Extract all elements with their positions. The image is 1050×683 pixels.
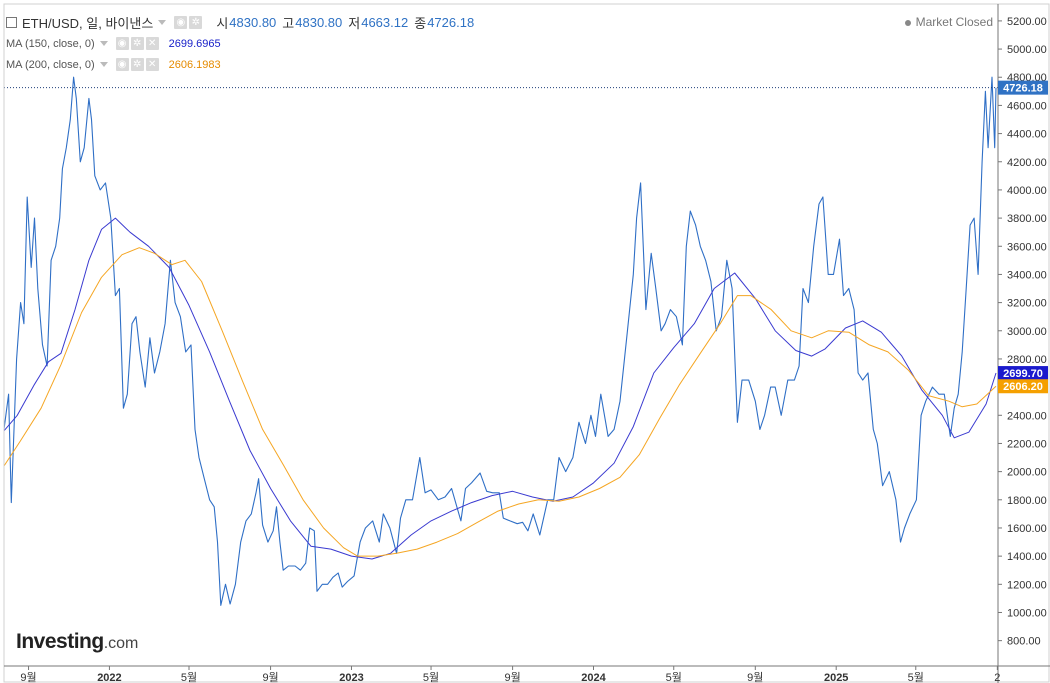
open-value: 4830.80 (229, 15, 277, 30)
ma200-label: MA (200, close, 0) (6, 58, 95, 71)
high-value: 4830.80 (295, 15, 343, 30)
y-tick-label: 5200.00 (1007, 16, 1047, 28)
ma200-line (3, 247, 997, 557)
x-tick-label: 5월 (181, 671, 197, 683)
x-tick-label: 2023 (339, 672, 363, 683)
ma200-value: 2606.1983 (168, 58, 221, 71)
y-tick-label: 2000.00 (1007, 467, 1047, 479)
plot-frame (3, 3, 1050, 683)
chevron-down-icon[interactable] (158, 20, 167, 25)
y-tick-label: 2400.00 (1007, 410, 1047, 422)
ma200-tag-box (998, 379, 1048, 394)
gear-icon[interactable]: ✲ (189, 16, 203, 29)
y-tick-label: 4200.00 (1007, 157, 1047, 169)
y-tick-label: 5000.00 (1007, 44, 1047, 56)
ma150-tag-box (998, 366, 1048, 381)
y-tick-label: 2200.00 (1007, 438, 1047, 450)
ma200-tag-label: 2606.20 (1003, 381, 1043, 393)
x-tick-label: 9월 (504, 671, 520, 683)
eye-icon[interactable]: ◉ (115, 58, 129, 71)
x-tick-label: 9월 (262, 671, 278, 683)
x-tick-label: 9월 (20, 671, 36, 683)
close-icon[interactable]: ✕ (145, 37, 159, 50)
close-value: 4726.18 (427, 15, 475, 30)
x-tick-label: 5월 (666, 671, 682, 683)
y-tick-label: 3200.00 (1007, 298, 1047, 310)
ma200-row: MA (200, close, 0) ◉ ✲ ✕ 2606.1983 (6, 54, 480, 75)
ma150-label: MA (150, close, 0) (6, 37, 95, 50)
chart-legend: ETH/USD, 일, 바이낸스 ◉ ✲ 시 4830.80 고 4830.80… (6, 12, 480, 75)
y-tick-label: 4600.00 (1007, 100, 1047, 112)
eye-icon[interactable]: ◉ (174, 16, 188, 29)
market-status-text: Market Closed (915, 15, 993, 29)
symbol-title: ETH/USD, 일, 바이낸스 (22, 16, 154, 31)
x-tick-label: 2 (994, 672, 1000, 683)
y-tick-label: 1600.00 (1007, 523, 1047, 535)
open-label: 시 (216, 16, 229, 31)
collapse-square-icon[interactable] (6, 17, 17, 28)
last-price-tag: 4726.18 (998, 80, 1048, 95)
y-tick-label: 1400.00 (1007, 551, 1047, 563)
y-tick-label: 3400.00 (1007, 269, 1047, 281)
symbol-row: ETH/USD, 일, 바이낸스 ◉ ✲ 시 4830.80 고 4830.80… (6, 12, 480, 33)
ma150-value: 2699.6965 (168, 37, 221, 50)
y-tick-label: 3000.00 (1007, 326, 1047, 338)
high-label: 고 (282, 16, 295, 31)
y-tick-label: 1000.00 (1007, 607, 1047, 619)
x-tick-label: 2025 (824, 672, 848, 683)
y-tick-label: 3600.00 (1007, 241, 1047, 253)
chevron-down-icon[interactable] (99, 62, 108, 67)
ma150-row: MA (150, close, 0) ◉ ✲ ✕ 2699.6965 (6, 33, 480, 54)
market-status: Market Closed (904, 15, 993, 29)
y-tick-label: 4000.00 (1007, 185, 1047, 197)
y-tick-label: 3800.00 (1007, 213, 1047, 225)
gear-icon[interactable]: ✲ (130, 58, 144, 71)
investing-logo: Investing.com (16, 630, 139, 653)
last-price-tag-box (998, 80, 1048, 95)
chevron-down-icon[interactable] (99, 41, 108, 46)
low-label: 저 (348, 16, 361, 31)
ma150-line (3, 217, 997, 560)
y-tick-label: 2800.00 (1007, 354, 1047, 366)
price-line (3, 76, 997, 606)
last-price-tag-label: 4726.18 (1003, 83, 1043, 95)
x-tick-label: 5월 (423, 671, 439, 683)
x-tick-label: 2022 (97, 672, 121, 683)
gear-icon[interactable]: ✲ (130, 37, 144, 50)
eye-icon[interactable]: ◉ (115, 37, 129, 50)
ma200-tag: 2606.20 (998, 379, 1048, 394)
x-tick-label: 9월 (747, 671, 763, 683)
y-tick-label: 800.00 (1007, 636, 1041, 648)
close-label: 종 (414, 16, 427, 31)
low-value: 4663.12 (361, 15, 409, 30)
y-tick-label: 1200.00 (1007, 579, 1047, 591)
x-tick-label: 5월 (908, 671, 924, 683)
x-tick-label: 2024 (581, 672, 606, 683)
y-tick-label: 4400.00 (1007, 129, 1047, 141)
ma150-tag: 2699.70 (998, 366, 1048, 381)
status-dot-icon (904, 19, 911, 26)
y-tick-label: 1800.00 (1007, 495, 1047, 507)
close-icon[interactable]: ✕ (145, 58, 159, 71)
ma150-tag-label: 2699.70 (1003, 368, 1043, 380)
